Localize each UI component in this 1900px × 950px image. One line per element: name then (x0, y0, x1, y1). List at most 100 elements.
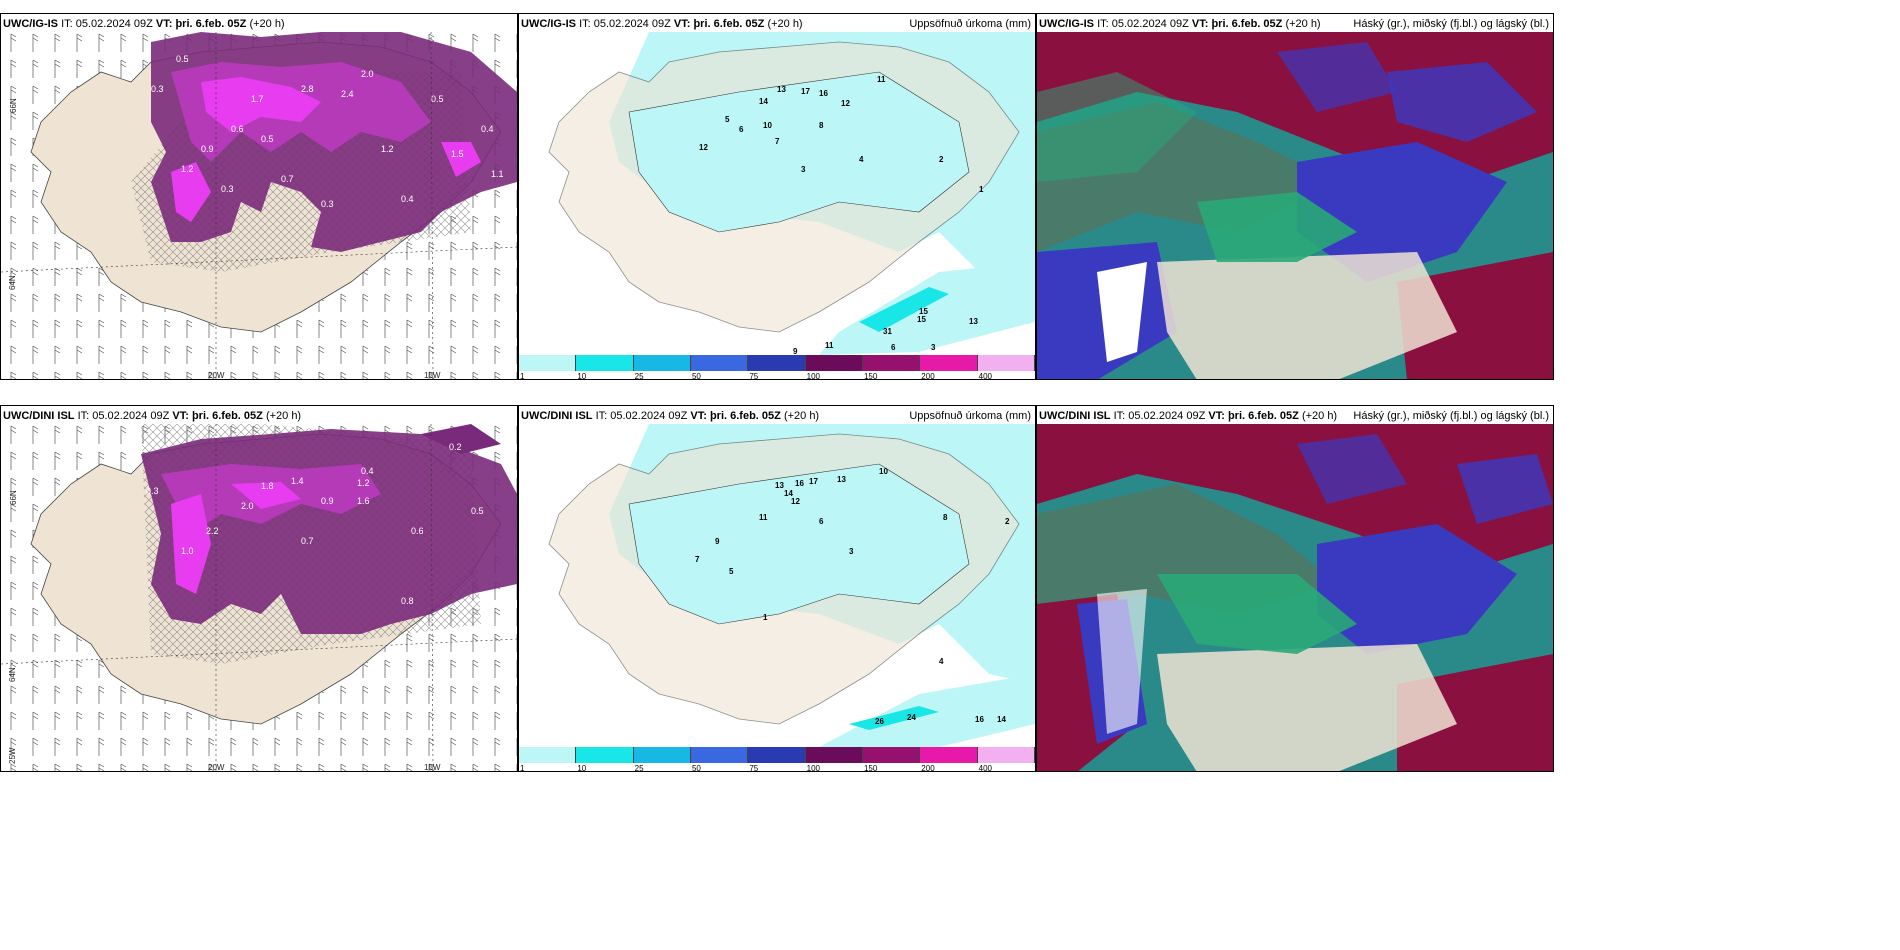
clouds-title: Háský (gr.), miðský (fj.bl.) og lágský (… (1353, 18, 1549, 30)
value-label: 17 (809, 477, 818, 486)
panel-title: UWC/IG-IS IT: 05.02.2024 09Z VT: þri. 6.… (521, 18, 803, 30)
model-name: UWC/DINI ISL (521, 410, 593, 422)
model-name: UWC/IG-IS (1039, 18, 1094, 30)
value-label: 0.7 (281, 174, 294, 184)
value-label: 1.6 (357, 496, 370, 506)
colorbar-segment: 1 (519, 747, 577, 771)
value-label: 7 (695, 555, 700, 564)
colorbar-tick-label: 50 (691, 372, 701, 380)
value-label: 15 (919, 307, 928, 316)
colorbar-segment: 10 (576, 747, 634, 771)
colorbar-segment: 200 (920, 355, 978, 379)
it-label: IT: (61, 18, 73, 30)
value-label: 1.2 (381, 144, 394, 154)
it-label: IT: (595, 410, 608, 422)
colorbar-segment: 10 (576, 355, 634, 379)
value-label: 0.8 (401, 596, 414, 606)
it-value: 05.02.2024 09Z (1128, 410, 1206, 422)
value-label: 0.9 (201, 144, 214, 154)
colorbar-tick-label: 1 (520, 764, 525, 772)
value-label: 0.4 (361, 466, 374, 476)
vt-value: þri. 6.feb. 05Z (1211, 18, 1283, 30)
value-label: 0.6 (231, 124, 244, 134)
panel-clouds-bottom: UWC/DINI ISL IT: 05.02.2024 09Z VT: þri.… (1036, 405, 1554, 772)
colorbar-segment: 150 (862, 747, 921, 771)
colorbar-segment: 25 (633, 747, 691, 771)
vt-value: þri. 6.feb. 05Z (693, 18, 765, 30)
lon-label: 20W (208, 763, 225, 772)
it-label: IT: (77, 410, 90, 422)
panel-title: UWC/DINI ISL IT: 05.02.2024 09Z VT: þri.… (3, 410, 301, 422)
value-label: 1.2 (357, 478, 370, 488)
value-label: 13 (775, 481, 784, 490)
panel-snow-top: UWC/IG-IS IT: 05.02.2024 09Z VT: þri. 6.… (0, 13, 518, 380)
colorbar-segment: 50 (690, 747, 749, 771)
value-label: 1.7 (251, 94, 264, 104)
precip-map: 13 17 16 11 14 12 15 10 8 5 6 7 4 3 2 1 … (519, 32, 1035, 355)
colorbar-tick-label: 10 (577, 372, 587, 380)
lat-label: 64N (8, 667, 17, 682)
it-label: IT: (1097, 18, 1109, 30)
vt-label: VT: (1208, 410, 1225, 422)
vt-label: VT: (673, 18, 691, 30)
colorbar-tick-label: 200 (921, 372, 935, 380)
value-label: 5 (725, 115, 730, 124)
colorbar: 1 10 25 50 75 100 150 200 400 (519, 355, 1035, 379)
colorbar-segment: 100 (805, 355, 863, 379)
value-label: 26 (875, 717, 884, 726)
value-label: 0.3 (151, 84, 164, 94)
lead-time: (+20 h) (1285, 18, 1321, 30)
value-label: 0.3 (221, 184, 234, 194)
panel-title: UWC/IG-IS IT: 05.02.2024 09Z VT: þri. 6.… (3, 18, 285, 30)
value-label: 11 (877, 75, 886, 84)
vt-value: þri. 6.feb. 05Z (1227, 410, 1299, 422)
lon-label: 15W (424, 371, 441, 380)
colorbar-segment: 100 (805, 747, 863, 771)
snow-map: 0.2 0.3 0.4 0.5 1.8 2.0 1.6 1.2 0.9 0.7 … (1, 424, 517, 772)
colorbar-tick-label: 10 (577, 764, 587, 772)
value-label: 2.2 (206, 526, 219, 536)
value-label: 2 (939, 155, 944, 164)
value-label: 1.2 (181, 164, 194, 174)
colorbar-tick-label: 150 (863, 372, 878, 380)
colorbar-segment: 150 (862, 355, 921, 379)
lead-time: (+20 h) (249, 18, 285, 30)
value-label: 2.8 (301, 84, 314, 94)
value-label: 5 (729, 567, 734, 576)
it-value: 05.02.2024 09Z (75, 18, 153, 30)
precip-value-labels: 13 17 16 14 12 11 10 9 8 7 6 5 4 3 2 1 2… (695, 467, 1010, 726)
snow-value-labels: 0.2 0.3 0.4 0.5 1.8 2.0 1.6 1.2 0.9 0.7 … (146, 442, 484, 606)
vt-value: þri. 6.feb. 05Z (191, 410, 263, 422)
value-label: 15 (917, 315, 926, 324)
value-label: 9 (715, 537, 720, 546)
value-label: 13 (969, 317, 978, 326)
it-value: 05.02.2024 09Z (92, 410, 170, 422)
value-label: 0.4 (401, 194, 414, 204)
value-label: 2.0 (241, 501, 254, 511)
value-label: 2.0 (361, 69, 374, 79)
value-label: 0.2 (449, 442, 462, 452)
value-label: 16 (819, 89, 828, 98)
value-label: 12 (841, 99, 850, 108)
value-label: 0.7 (301, 536, 314, 546)
lead-time: (+20 h) (767, 18, 803, 30)
vt-label: VT: (155, 18, 173, 30)
colorbar-tick-label: 25 (634, 372, 644, 380)
panel-snow-bottom: UWC/DINI ISL IT: 05.02.2024 09Z VT: þri.… (0, 405, 518, 772)
lead-time: (+20 h) (265, 410, 302, 422)
value-label: 0.6 (411, 526, 424, 536)
value-label: 11 (825, 341, 834, 350)
model-name: UWC/IG-IS (521, 18, 576, 30)
colorbar-tick-label: 50 (691, 764, 701, 772)
vt-value: þri. 6.feb. 05Z (175, 18, 247, 30)
value-label: 16 (975, 715, 984, 724)
it-value: 05.02.2024 09Z (1111, 18, 1189, 30)
colorbar-tick-label: 400 (978, 372, 992, 380)
value-label: 1.4 (291, 476, 304, 486)
value-label: 0.5 (261, 134, 274, 144)
value-label: 1.8 (261, 481, 274, 491)
colorbar-segment: 25 (633, 355, 691, 379)
colorbar-segment: 400 (977, 355, 1035, 379)
lead-time: (+20 h) (1301, 410, 1338, 422)
value-label: 3 (801, 165, 806, 174)
